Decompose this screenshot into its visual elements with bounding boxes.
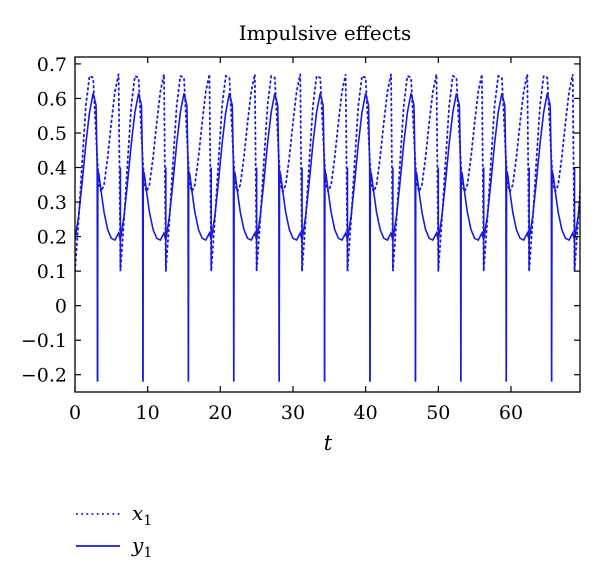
x-tick-label: 50 [426, 402, 450, 424]
y-tick-label: −0.2 [21, 365, 67, 387]
x-tick-label: 20 [208, 402, 232, 424]
series-layer [75, 74, 580, 382]
x-tick-label: 40 [354, 402, 378, 424]
y-axis: 0.7 0.6 0.5 0.4 0.3 0.2 0.1 0 −0.1 −0.2 [21, 54, 580, 387]
legend-label-x1: x1 [132, 501, 152, 529]
y-tick-label: 0.2 [37, 227, 67, 249]
y-tick-label: 0.7 [37, 54, 67, 76]
x-tick-label: 10 [136, 402, 160, 424]
y-tick-label: 0.1 [37, 261, 67, 283]
y-tick-label: 0.4 [37, 158, 67, 180]
x-axis-title: t [324, 431, 333, 455]
plot-frame [74, 56, 581, 393]
legend-label-y1: y1 [131, 533, 152, 561]
x-tick-label: 0 [69, 402, 81, 424]
series-line-y1 [75, 93, 580, 382]
legend-item-x1: x1 [76, 501, 152, 529]
y-tick-label: 0.3 [37, 192, 67, 214]
chart-title: Impulsive effects [239, 21, 411, 45]
x-tick-label: 60 [499, 402, 523, 424]
x-tick-label: 30 [281, 402, 305, 424]
y-tick-label: 0 [55, 296, 67, 318]
x-axis: 0 10 20 30 40 50 60 [69, 57, 523, 424]
y-tick-label: 0.6 [37, 88, 67, 110]
legend: x1 y1 [76, 501, 152, 561]
legend-item-y1: y1 [76, 533, 152, 561]
y-tick-label: −0.1 [21, 330, 67, 352]
y-tick-label: 0.5 [37, 123, 67, 145]
